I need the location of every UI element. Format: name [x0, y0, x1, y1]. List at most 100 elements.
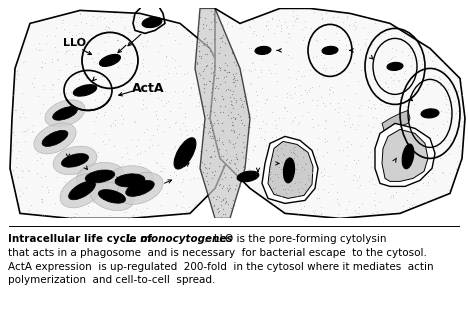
Point: [285, 34, 293, 39]
Point: [214, 209, 221, 214]
Point: [154, 50, 162, 55]
Point: [73, 138, 81, 144]
Point: [209, 122, 217, 128]
Point: [140, 130, 147, 135]
Point: [318, 53, 325, 58]
Point: [164, 98, 171, 104]
Point: [207, 90, 215, 95]
Point: [55, 108, 63, 113]
Text: ActA expression  is up-regulated  200-fold  in the cytosol where it mediates  ac: ActA expression is up-regulated 200-fold…: [8, 261, 434, 272]
Point: [98, 73, 106, 78]
Point: [269, 153, 277, 158]
Point: [151, 188, 158, 193]
Point: [298, 186, 306, 191]
Point: [292, 167, 300, 172]
Point: [322, 65, 329, 71]
Point: [176, 41, 184, 46]
Point: [365, 105, 372, 110]
Point: [289, 171, 296, 177]
Point: [79, 71, 87, 76]
Point: [226, 139, 234, 144]
Point: [228, 122, 236, 127]
Point: [42, 174, 49, 179]
Point: [268, 179, 276, 184]
Point: [217, 182, 224, 187]
Text: .  LLO is the pore-forming cytolysin: . LLO is the pore-forming cytolysin: [204, 234, 387, 244]
Point: [383, 186, 391, 191]
Point: [187, 33, 195, 38]
Point: [212, 71, 219, 76]
Point: [389, 94, 396, 99]
Point: [332, 24, 340, 29]
Point: [241, 144, 249, 149]
Point: [323, 139, 331, 144]
Point: [306, 184, 314, 190]
Point: [154, 143, 161, 148]
Point: [442, 102, 449, 107]
Point: [132, 178, 139, 183]
Point: [98, 99, 106, 105]
Point: [234, 117, 241, 122]
Point: [207, 140, 214, 145]
Point: [271, 31, 278, 36]
Point: [408, 143, 416, 148]
Point: [231, 161, 239, 167]
Point: [233, 75, 241, 81]
Point: [397, 36, 404, 41]
Point: [200, 26, 207, 31]
Point: [442, 96, 450, 101]
Point: [430, 177, 437, 182]
Point: [387, 129, 394, 134]
Point: [307, 26, 315, 31]
Point: [123, 145, 130, 150]
Point: [210, 37, 218, 42]
Point: [269, 202, 277, 207]
Point: [244, 157, 251, 162]
Point: [122, 210, 129, 215]
Point: [68, 52, 75, 57]
Point: [208, 85, 216, 90]
Point: [88, 105, 95, 110]
Point: [214, 94, 221, 99]
Point: [225, 69, 233, 75]
Point: [268, 17, 276, 22]
Point: [291, 145, 299, 150]
Point: [78, 37, 86, 42]
Point: [279, 186, 286, 191]
Point: [120, 175, 128, 180]
Point: [12, 155, 19, 160]
Point: [266, 176, 273, 181]
Point: [455, 88, 462, 94]
Point: [203, 174, 210, 179]
Point: [211, 113, 219, 118]
Point: [110, 143, 118, 148]
Point: [230, 59, 238, 64]
Point: [263, 18, 271, 23]
Point: [203, 112, 210, 117]
Point: [171, 156, 178, 161]
Point: [273, 152, 281, 157]
Point: [240, 143, 247, 148]
Point: [269, 186, 277, 191]
Point: [349, 39, 357, 44]
Ellipse shape: [322, 46, 338, 54]
Point: [219, 183, 227, 188]
Point: [222, 74, 230, 79]
Point: [384, 134, 391, 140]
Point: [215, 82, 222, 87]
Point: [152, 109, 160, 114]
Point: [49, 83, 56, 88]
Point: [240, 122, 248, 127]
Point: [221, 196, 228, 201]
Point: [153, 112, 160, 118]
Point: [38, 60, 45, 65]
Point: [355, 185, 362, 190]
Point: [395, 161, 402, 166]
Point: [186, 92, 193, 98]
Point: [109, 19, 116, 24]
Point: [245, 115, 252, 120]
Point: [262, 101, 269, 106]
Point: [152, 87, 160, 92]
Point: [424, 182, 431, 187]
Point: [214, 127, 222, 133]
